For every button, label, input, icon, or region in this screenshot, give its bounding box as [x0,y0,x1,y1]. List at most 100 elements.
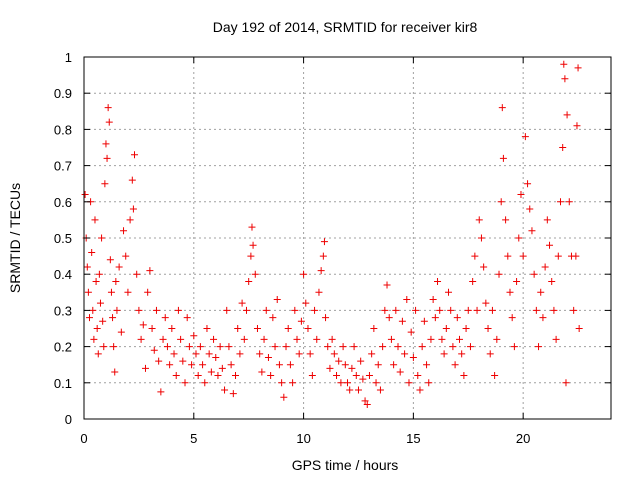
y-tick-label: 0.5 [54,231,72,246]
y-axis-label: SRMTID / TECUs [7,183,23,293]
data-point [508,314,516,322]
data-point [407,328,415,336]
data-point [256,350,264,358]
data-point [530,270,538,278]
data-point [506,288,514,296]
data-point [370,325,378,332]
data-point [269,314,277,322]
data-point [383,281,391,289]
data-point [519,252,527,260]
y-tick-label: 1 [65,50,72,65]
y-tick-label: 0.7 [54,159,72,174]
data-point [179,357,187,365]
data-point [129,205,137,213]
data-point [554,252,562,260]
data-point [363,401,371,409]
data-point [168,325,176,332]
y-tick-label: 0.8 [54,122,72,137]
data-point [449,343,457,351]
data-point [128,176,136,184]
data-point [148,325,156,332]
data-point [280,393,288,401]
data-point [126,216,134,224]
data-point [565,198,573,206]
data-point [431,314,439,322]
data-point [354,386,362,394]
data-point [390,361,398,369]
data-point [188,361,196,369]
data-point [495,270,503,278]
data-point [455,335,463,343]
data-point [403,296,411,304]
data-point [552,335,560,343]
data-points [81,60,583,409]
data-point [251,270,259,278]
data-point [526,205,534,213]
data-point [84,288,92,296]
data-point [379,343,387,351]
data-point [546,241,554,249]
data-point [315,288,323,296]
data-point [396,368,404,376]
data-point [515,234,523,242]
data-point [541,263,549,271]
data-point [238,299,246,307]
data-point [262,306,270,314]
data-point [574,64,582,72]
data-point [537,288,545,296]
data-point [317,267,325,275]
data-point [302,299,310,307]
data-point [560,60,568,68]
data-point [504,252,512,260]
data-point [102,140,110,148]
data-point [337,379,345,387]
data-point [322,314,330,322]
data-point [155,357,163,365]
data-point [172,372,180,380]
data-point [562,379,570,387]
data-point [425,379,433,387]
data-point [462,325,470,332]
data-point [357,357,365,365]
data-point [98,234,106,242]
data-point [159,335,167,343]
data-point [453,314,461,322]
data-point [387,335,395,343]
data-point [203,325,211,332]
data-point [248,223,256,231]
data-point [194,372,202,380]
data-point [429,296,437,304]
data-point [100,343,108,351]
data-point [81,191,89,199]
data-point [563,111,571,119]
y-tick-label: 0.6 [54,195,72,210]
data-point [214,372,222,380]
data-point [539,314,547,322]
data-point [101,180,109,188]
data-point [319,252,327,260]
data-point [260,335,268,343]
data-point [117,328,125,336]
data-point [414,372,422,380]
data-point [513,277,521,285]
data-point [247,252,255,260]
data-point [91,216,99,224]
data-point [90,335,98,343]
data-point [477,234,485,242]
data-point [528,227,536,235]
data-point [264,353,272,361]
data-point [398,317,406,325]
data-point [385,314,393,322]
data-point [83,263,91,271]
data-point [152,306,160,314]
data-point [346,386,354,394]
data-point [423,361,431,369]
data-point [139,321,147,329]
data-point [572,252,580,260]
data-point [105,118,113,126]
data-point [328,335,336,343]
data-point [484,325,492,332]
data-point [275,361,283,369]
data-point [286,361,294,369]
